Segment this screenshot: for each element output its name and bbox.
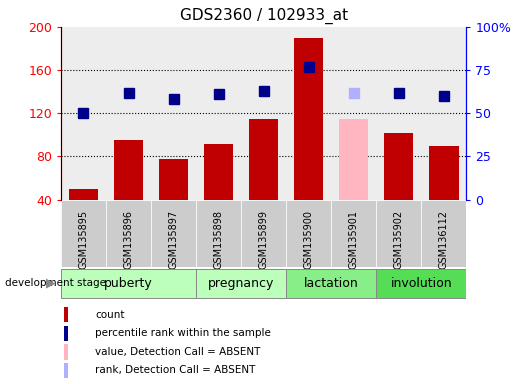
Bar [384,133,413,200]
Bar [429,146,458,200]
Bar [241,27,286,200]
Bar [286,268,376,298]
Bar [61,200,106,267]
Text: GSM135900: GSM135900 [304,210,314,269]
Bar [114,140,143,200]
Text: GSM135895: GSM135895 [78,210,89,269]
Text: GSM135899: GSM135899 [259,210,269,269]
Bar [204,144,233,200]
Bar [241,200,286,267]
Text: GSM135902: GSM135902 [394,210,404,269]
Bar [376,27,421,200]
Bar [196,268,286,298]
Bar [286,27,331,200]
Bar [106,200,151,267]
Text: value, Detection Call = ABSENT: value, Detection Call = ABSENT [95,347,261,357]
Bar [331,200,376,267]
Text: count: count [95,310,125,320]
Bar [61,27,106,200]
Bar [331,27,376,200]
Bar [286,200,331,267]
Bar [64,344,68,359]
Bar [421,200,466,267]
Bar [249,119,278,200]
Bar [159,159,188,200]
Bar [151,27,196,200]
Bar [294,38,323,200]
Text: GSM135901: GSM135901 [349,210,359,269]
Bar [196,27,241,200]
Text: ▶: ▶ [46,277,55,290]
Text: rank, Detection Call = ABSENT: rank, Detection Call = ABSENT [95,366,256,376]
Text: puberty: puberty [104,277,153,290]
Bar [376,200,421,267]
Bar [64,363,68,378]
Bar [376,268,466,298]
Text: lactation: lactation [304,277,359,290]
Text: GSM135897: GSM135897 [169,210,179,269]
Bar [61,268,196,298]
Text: GSM135896: GSM135896 [123,210,134,269]
Text: involution: involution [391,277,452,290]
Title: GDS2360 / 102933_at: GDS2360 / 102933_at [180,8,348,24]
Bar [64,326,68,341]
Text: percentile rank within the sample: percentile rank within the sample [95,328,271,338]
Text: GSM135898: GSM135898 [214,210,224,269]
Bar [196,200,241,267]
Bar [339,119,368,200]
Text: pregnancy: pregnancy [208,277,275,290]
Bar [106,27,151,200]
Bar [69,189,98,200]
Bar [151,200,196,267]
Bar [64,307,68,322]
Bar [421,27,466,200]
Text: development stage: development stage [5,278,107,288]
Text: GSM136112: GSM136112 [439,210,449,269]
